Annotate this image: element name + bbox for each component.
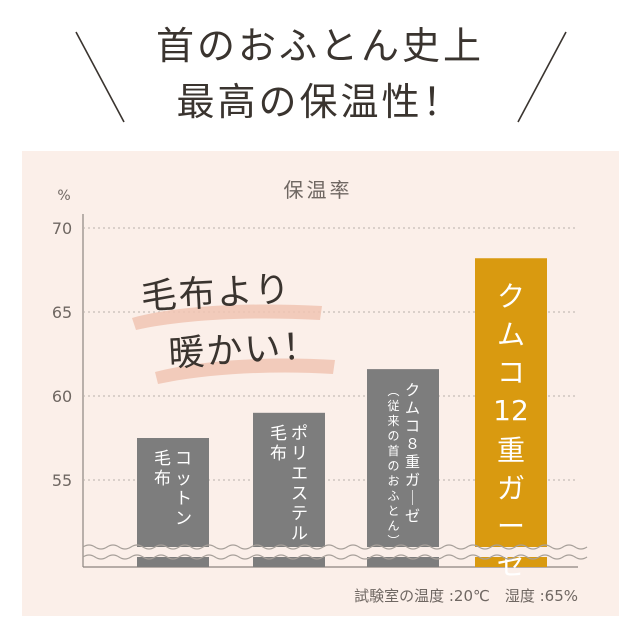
- callout: 毛布より 暖かい！: [132, 269, 335, 384]
- bar-label-char: ス: [291, 484, 308, 504]
- bar-label-char: ク: [497, 280, 525, 313]
- bar-label-char: の: [387, 429, 399, 443]
- bar-label-char: コ: [405, 417, 420, 435]
- y-tick-label-60: 60: [52, 387, 72, 406]
- y-tick-label-70: 70: [52, 219, 72, 238]
- bar-label-char: ル: [291, 524, 308, 544]
- bar-label-char: コ: [497, 356, 525, 389]
- bar-label-char: ガ: [497, 472, 525, 505]
- bar-label-char: 首: [387, 444, 399, 458]
- bar-label-char: 重: [497, 434, 525, 467]
- bar-label-char: ん: [387, 519, 399, 533]
- bar-label-char: ム: [497, 318, 525, 351]
- callout-brush-stroke-2: [155, 358, 335, 384]
- bar-label-char: 毛: [154, 449, 171, 469]
- headline-line-1: 首のおふとん史上: [155, 24, 484, 68]
- bar-label-char: ゼ: [405, 507, 420, 525]
- chart-title: 保温率: [284, 178, 353, 202]
- bar-label-char: ︶: [387, 534, 399, 548]
- bar-label-char: エ: [291, 464, 308, 484]
- axis-break-line-bottom: [82, 554, 588, 560]
- bar-label-char: 従: [387, 399, 399, 413]
- bar-label-char: の: [387, 459, 399, 473]
- bar-label-char: ン: [175, 509, 192, 529]
- bar-label-char: リ: [291, 444, 308, 464]
- bar-1: [137, 438, 209, 567]
- bar-label-char: お: [387, 474, 399, 488]
- bar-label-char: 布: [154, 469, 171, 489]
- bar-label-char: コ: [175, 449, 192, 469]
- bar-label-char: ｜: [405, 489, 420, 507]
- bar-label-char: ︵: [387, 384, 399, 398]
- axis-break-line-top: [82, 544, 588, 550]
- headline: 首のおふとん史上 最高の保温性！: [0, 18, 640, 130]
- bar-4: [475, 258, 547, 567]
- axis-break-band: [84, 547, 578, 557]
- bar-label-char: 来: [387, 414, 399, 428]
- callout-line-2: 暖かい！: [167, 326, 321, 375]
- bar-label-char: ポ: [291, 424, 308, 444]
- bar-label-char: 布: [270, 444, 287, 464]
- bar-label-char: 毛: [270, 424, 287, 444]
- bar-label-char: と: [387, 504, 399, 518]
- bar-label-char: ッ: [175, 469, 192, 489]
- y-tick-label-55: 55: [52, 471, 72, 490]
- y-axis-unit: %: [57, 188, 70, 204]
- footnote: 試験室の温度 :20℃ 湿度 :65%: [354, 587, 578, 605]
- bar-label-number: 12: [493, 394, 529, 427]
- bar-label-char: ク: [405, 381, 420, 399]
- y-tick-label-65: 65: [52, 303, 72, 322]
- bar-label-char: ム: [405, 399, 420, 417]
- headline-line-2: 最高の保温性！: [176, 80, 464, 124]
- bar-label-char: ふ: [387, 489, 399, 503]
- bar-label-char: ト: [175, 489, 192, 509]
- bar-2: [253, 412, 325, 567]
- left-slash-decoration: [75, 31, 125, 123]
- bar-label-char: 重: [405, 453, 420, 471]
- bar-label-char: ガ: [405, 471, 420, 489]
- callout-line-1: 毛布より: [140, 269, 293, 318]
- callout-brush-stroke-1: [132, 304, 322, 330]
- right-slash-decoration: [517, 31, 567, 123]
- bar-3: [367, 369, 439, 567]
- bar-label-char: テ: [291, 504, 308, 524]
- bar-label-char: ８: [405, 435, 420, 453]
- bar-label-char: ー: [497, 510, 525, 543]
